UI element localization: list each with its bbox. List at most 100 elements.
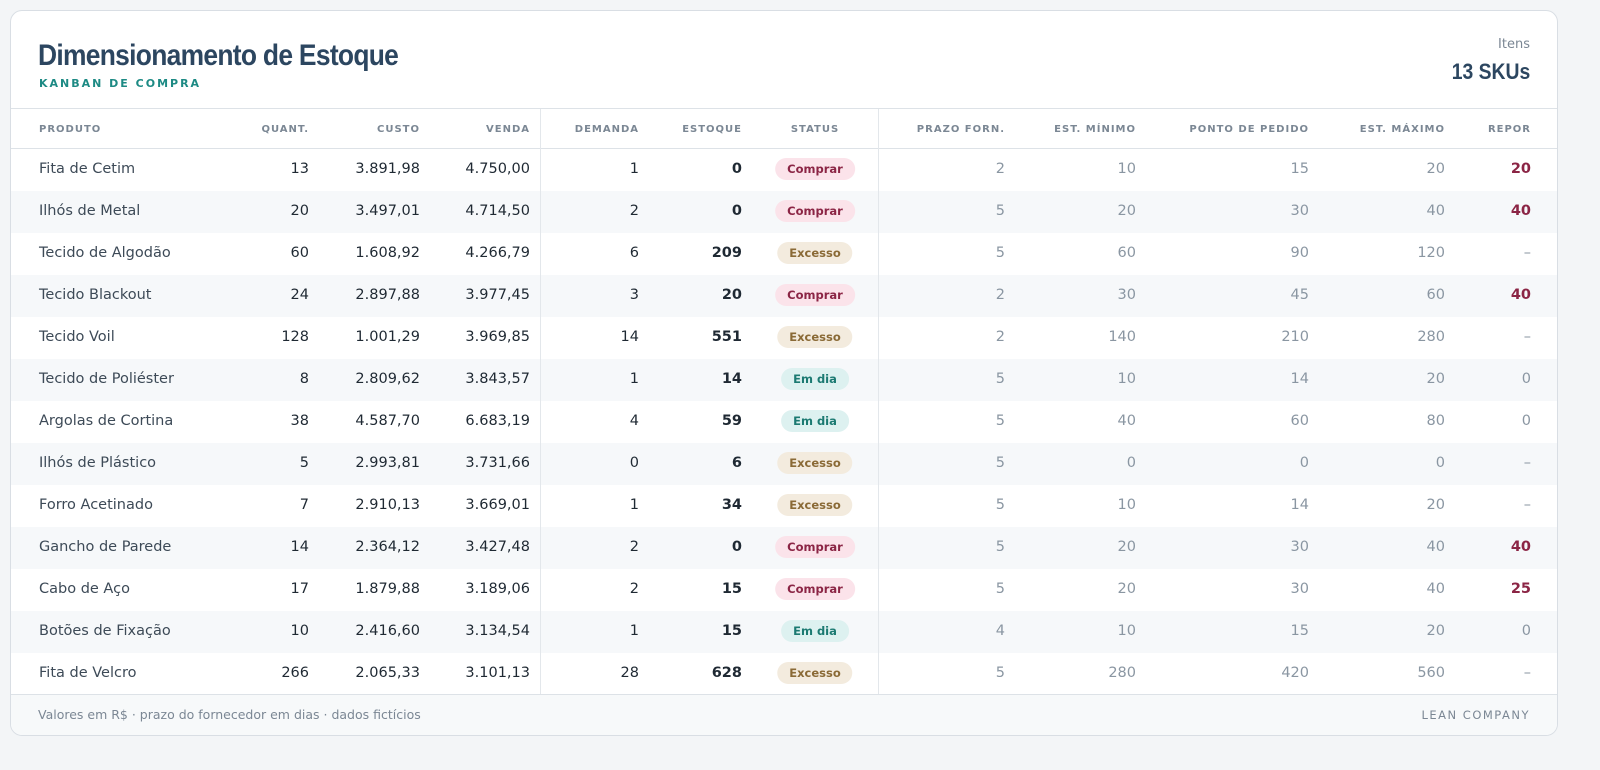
- product-name: Cabo de Aço: [39, 581, 130, 597]
- cell: –: [1523, 245, 1531, 261]
- cell: 20: [1117, 581, 1136, 597]
- cell: 8: [299, 371, 309, 387]
- footer-note: Valores em R$ · prazo do fornecedor em d…: [38, 707, 421, 722]
- cell: 45: [1290, 287, 1309, 303]
- column-header: VENDA: [486, 124, 530, 135]
- status-badge: Em dia: [781, 410, 849, 432]
- column-header: DEMANDA: [574, 124, 639, 135]
- cell: 5: [995, 581, 1005, 597]
- cell: 20: [1426, 623, 1445, 639]
- product-name: Ilhós de Metal: [39, 203, 141, 219]
- cell: 2.910,13: [355, 497, 420, 513]
- cell: 38: [290, 413, 309, 429]
- cell: –: [1523, 497, 1531, 513]
- cell: 0: [1521, 623, 1531, 639]
- status-badge: Em dia: [781, 620, 849, 642]
- cell: 0: [731, 161, 742, 177]
- cell: 7: [299, 497, 309, 513]
- cell: 4.266,79: [465, 245, 530, 261]
- cell: 10: [290, 623, 309, 639]
- cell: 30: [1290, 539, 1309, 555]
- cell: 3.497,01: [355, 203, 420, 219]
- cell: 3.189,06: [465, 581, 530, 597]
- product-name: Forro Acetinado: [39, 497, 153, 513]
- cell: 5: [995, 455, 1005, 471]
- cell: 60: [1426, 287, 1445, 303]
- cell: 140: [1108, 329, 1136, 345]
- cell: 2: [995, 161, 1005, 177]
- cell: 420: [1281, 665, 1309, 681]
- product-name: Fita de Cetim: [39, 161, 136, 177]
- cell: 17: [290, 581, 309, 597]
- cell: 4.587,70: [355, 413, 420, 429]
- product-name: Gancho de Parede: [39, 539, 172, 555]
- cell: 628: [711, 665, 742, 681]
- column-header: EST. MÍNIMO: [1054, 124, 1136, 135]
- product-name: Tecido de Poliéster: [39, 371, 174, 387]
- cell: 3: [629, 287, 639, 303]
- cell: 90: [1290, 245, 1309, 261]
- table-row: Tecido de Algodão 60 1.608,92 4.266,79 6 209 E…: [11, 233, 1557, 276]
- cell: –: [1523, 329, 1531, 345]
- cell: 5: [995, 203, 1005, 219]
- cell: 3.843,57: [465, 371, 530, 387]
- cell: 1: [629, 161, 639, 177]
- product-name: Tecido Blackout: [39, 287, 152, 303]
- column-header: REPOR: [1487, 124, 1531, 135]
- cell: 0: [731, 203, 742, 219]
- cell: 10: [1117, 497, 1136, 513]
- divider: [11, 148, 1557, 149]
- cell: 30: [1290, 581, 1309, 597]
- counter-value: 13 SKUs: [1451, 59, 1530, 84]
- cell: 6: [731, 455, 742, 471]
- table-row: Tecido de Poliéster 8 2.809,62 3.843,57 1 14 E…: [11, 359, 1557, 402]
- cell: 5: [995, 413, 1005, 429]
- cell: 40: [1117, 413, 1136, 429]
- cell: 0: [1126, 455, 1136, 471]
- cell: 0: [629, 455, 639, 471]
- table-row: Forro Acetinado 7 2.910,13 3.669,01 1 34 Exces…: [11, 485, 1557, 528]
- cell: 280: [1417, 329, 1445, 345]
- card: Dimensionamento de Estoque KANBAN DE COM…: [10, 10, 1558, 736]
- cell: 2: [629, 203, 639, 219]
- footer-brand: LEAN COMPANY: [1421, 708, 1530, 722]
- column-header: QUANT.: [261, 124, 309, 135]
- footer: Valores em R$ · prazo do fornecedor em d…: [11, 694, 1557, 735]
- cell: 210: [1281, 329, 1309, 345]
- cell: 14: [620, 329, 639, 345]
- subtitle: KANBAN DE COMPRA: [39, 77, 202, 90]
- column-header: PONTO DE PEDIDO: [1189, 124, 1309, 135]
- cell: 60: [1290, 413, 1309, 429]
- cell: –: [1523, 455, 1531, 471]
- cell: 2.993,81: [355, 455, 420, 471]
- cell: 40: [1510, 539, 1531, 555]
- cell: 20: [1510, 161, 1531, 177]
- column-header: EST. MÁXIMO: [1359, 124, 1445, 135]
- column-header: CUSTO: [377, 124, 420, 135]
- cell: 280: [1108, 665, 1136, 681]
- column-header: PRODUTO: [39, 124, 102, 135]
- status-badge: Comprar: [775, 200, 855, 222]
- divider: [11, 694, 1557, 695]
- cell: 0: [1299, 455, 1309, 471]
- cell: 14: [290, 539, 309, 555]
- cell: 10: [1117, 371, 1136, 387]
- product-name: Botões de Fixação: [39, 623, 171, 639]
- column-header: PRAZO FORN.: [916, 124, 1005, 135]
- cell: 2.809,62: [355, 371, 420, 387]
- cell: 1: [629, 371, 639, 387]
- column-header: STATUS: [790, 124, 840, 135]
- cell: 5: [995, 497, 1005, 513]
- table-row: Ilhós de Metal 20 3.497,01 4.714,50 2 0 Compra…: [11, 191, 1557, 234]
- cell: 0: [1435, 455, 1445, 471]
- cell: 5: [995, 371, 1005, 387]
- table-row: Botões de Fixação 10 2.416,60 3.134,54 1 15 Em…: [11, 611, 1557, 654]
- cell: 28: [620, 665, 639, 681]
- product-name: Ilhós de Plástico: [39, 455, 157, 471]
- cell: 4: [995, 623, 1005, 639]
- cell: 1: [629, 497, 639, 513]
- cell: 5: [995, 245, 1005, 261]
- product-name: Tecido Voil: [39, 329, 115, 345]
- status-badge: Em dia: [781, 368, 849, 390]
